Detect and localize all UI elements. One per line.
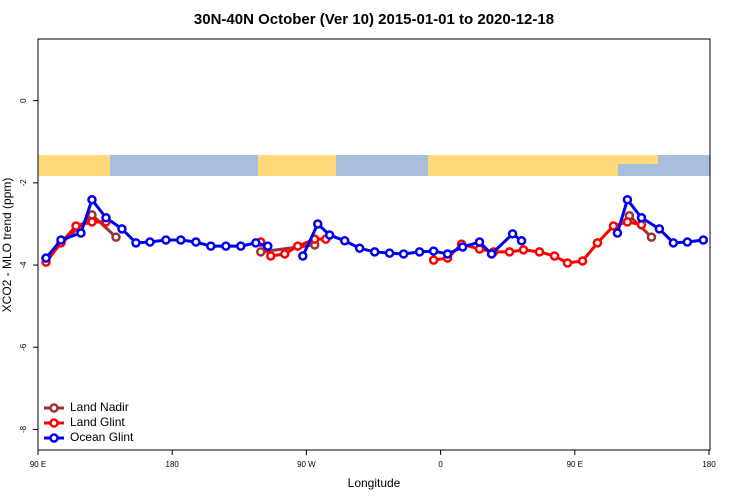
point [236, 241, 246, 251]
point [654, 224, 665, 234]
point [577, 256, 588, 266]
point [518, 245, 529, 255]
point [562, 258, 573, 268]
point [280, 249, 290, 259]
point [549, 251, 560, 261]
point [504, 247, 515, 257]
legend-label: Land Nadir [70, 400, 129, 414]
point [263, 241, 273, 251]
point [251, 238, 261, 248]
y-tick-label: -2 [19, 179, 28, 187]
point [414, 247, 425, 257]
point [646, 232, 657, 242]
x-tick-label: 90 W [297, 460, 316, 469]
point [293, 241, 303, 251]
point [369, 247, 380, 257]
point [161, 235, 171, 245]
point [592, 238, 603, 248]
point [221, 241, 231, 251]
point [191, 237, 201, 247]
x-tick-label: 90 E [567, 460, 583, 469]
point [474, 237, 485, 247]
point [145, 237, 155, 247]
point [534, 247, 545, 257]
legend-marker [49, 403, 59, 413]
point [131, 238, 141, 248]
point [71, 221, 81, 231]
series-line [45, 212, 653, 260]
point [354, 243, 365, 253]
point [87, 217, 97, 227]
point [442, 249, 453, 259]
point [312, 219, 323, 229]
point [298, 251, 308, 261]
point [41, 253, 51, 263]
point [486, 249, 497, 259]
point [457, 242, 468, 252]
x-tick-label: 90 E [30, 460, 46, 469]
point [266, 251, 276, 261]
y-tick-label: -4 [19, 261, 28, 269]
legend-marker [49, 433, 59, 443]
x-axis-label: Longitude [348, 476, 401, 490]
point [76, 228, 86, 238]
point [622, 194, 633, 205]
y-tick-label: 0 [19, 98, 28, 103]
point [206, 241, 216, 251]
y-tick-label: -6 [19, 343, 28, 351]
point [176, 235, 186, 245]
x-tick-label: 0 [438, 460, 443, 469]
point [612, 228, 623, 238]
y-tick-label: -8 [19, 425, 28, 433]
point [622, 217, 633, 227]
x-tick-label: 180 [702, 460, 716, 469]
point [516, 236, 527, 246]
x-tick-label: 180 [166, 460, 180, 469]
point [339, 236, 350, 246]
point [56, 235, 66, 245]
point [636, 213, 647, 223]
point [398, 249, 409, 259]
point [668, 238, 679, 248]
legend-label: Land Glint [70, 415, 125, 429]
point [698, 235, 709, 245]
point [507, 229, 518, 239]
point [256, 247, 266, 257]
point [384, 248, 395, 258]
point [428, 246, 439, 256]
plot-frame [37, 38, 711, 451]
legend-marker [49, 418, 59, 428]
y-axis-label: XCO2 - MLO trend (ppm) [0, 178, 14, 313]
legend-label: Ocean Glint [70, 430, 134, 444]
point [101, 213, 111, 223]
point [682, 237, 693, 247]
point [428, 255, 439, 265]
point [608, 221, 619, 231]
map-strip [38, 155, 710, 176]
point [117, 224, 127, 234]
point [324, 230, 335, 240]
point [111, 232, 121, 242]
chart-title: 30N-40N October (Ver 10) 2015-01-01 to 2… [194, 11, 554, 28]
point [87, 194, 97, 205]
